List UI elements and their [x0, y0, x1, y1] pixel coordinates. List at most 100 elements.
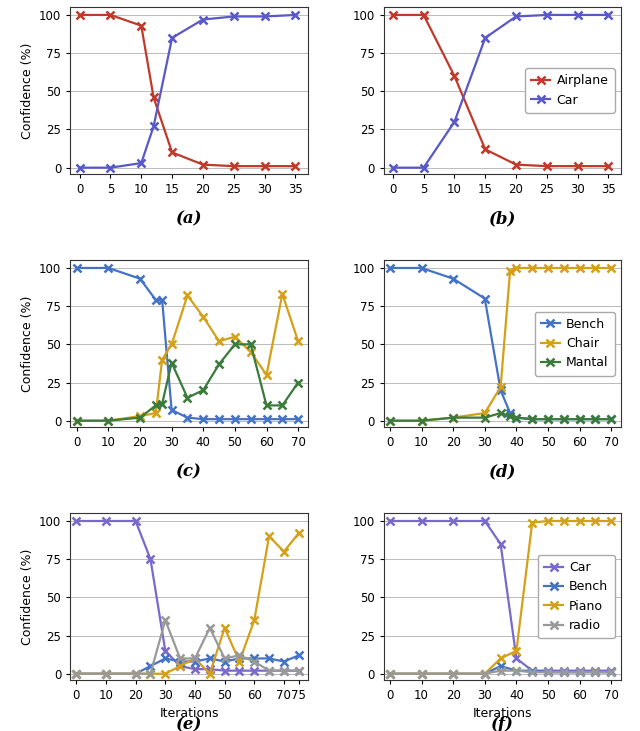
Car [497, 539, 504, 548]
radio [236, 651, 243, 660]
Bench [544, 668, 552, 677]
Line: Mantal: Mantal [72, 340, 302, 425]
Bench [247, 414, 255, 423]
Car [574, 10, 582, 19]
Piano [221, 624, 228, 632]
Line: Airplane: Airplane [76, 11, 300, 170]
Line: Piano: Piano [386, 517, 616, 678]
Bench [200, 414, 207, 423]
Mantal [529, 414, 536, 423]
Bench [386, 670, 394, 678]
radio [529, 668, 536, 677]
Line: Car: Car [76, 11, 300, 172]
Chair [231, 333, 239, 341]
Car [206, 664, 214, 673]
Car [576, 666, 584, 675]
Airplane [574, 162, 582, 170]
Legend: Bench, Chair, Mantal: Bench, Chair, Mantal [534, 311, 614, 376]
Mantal [152, 401, 159, 410]
Bench [161, 654, 169, 663]
Airplane [451, 72, 458, 80]
Car [280, 666, 288, 675]
Car [389, 163, 397, 172]
Legend: Car, Bench, Piano, radio: Car, Bench, Piano, radio [538, 555, 614, 638]
Mantal [184, 393, 191, 402]
Car [138, 159, 145, 167]
Car [191, 664, 199, 673]
Piano [513, 646, 520, 655]
Chair [278, 289, 286, 298]
Mantal [168, 358, 175, 367]
Mantal [158, 400, 166, 409]
Piano [576, 517, 584, 526]
Bench [102, 670, 110, 678]
Car [605, 10, 612, 19]
Bench [506, 409, 514, 417]
Chair [418, 417, 426, 425]
Car [449, 517, 457, 526]
Airplane [420, 10, 428, 19]
Bench [418, 670, 426, 678]
Chair [481, 409, 488, 417]
Mantal [449, 413, 457, 422]
radio [576, 668, 584, 677]
Chair [262, 371, 270, 379]
radio [147, 670, 154, 678]
X-axis label: Iterations: Iterations [159, 708, 219, 721]
Car [107, 163, 115, 172]
Car [513, 654, 520, 663]
Car [76, 163, 83, 172]
Mantal [560, 414, 568, 423]
Bench [168, 406, 175, 414]
Bench [176, 657, 184, 666]
Line: Car: Car [72, 517, 303, 675]
Line: Car: Car [386, 517, 616, 675]
Bench [295, 651, 303, 660]
Car [132, 517, 140, 526]
Bench [72, 670, 80, 678]
Chair [497, 383, 504, 392]
Chair [215, 337, 223, 346]
Bench [386, 264, 394, 273]
Airplane [389, 10, 397, 19]
Chair [529, 264, 536, 273]
Car [291, 10, 299, 19]
Line: Airplane: Airplane [388, 11, 612, 170]
Bench [449, 274, 457, 283]
Chair [560, 264, 568, 273]
Piano [544, 517, 552, 526]
radio [560, 668, 568, 677]
radio [221, 654, 228, 663]
Chair [104, 417, 112, 425]
Text: (d): (d) [488, 463, 516, 480]
Piano [449, 670, 457, 678]
Car [295, 666, 303, 675]
radio [161, 616, 169, 625]
Piano [161, 670, 169, 678]
radio [513, 666, 520, 675]
Bench [513, 666, 520, 675]
Car [199, 15, 207, 24]
radio [418, 670, 426, 678]
Chair [591, 264, 599, 273]
Bench [591, 668, 599, 677]
Piano [72, 670, 80, 678]
Bench [136, 274, 144, 283]
Mantal [294, 378, 302, 387]
Y-axis label: Confidence (%): Confidence (%) [20, 548, 33, 645]
Mantal [481, 413, 488, 422]
Piano [280, 548, 288, 556]
Piano [206, 670, 214, 678]
Airplane [481, 145, 489, 154]
Line: Chair: Chair [386, 264, 616, 425]
Piano [147, 670, 154, 678]
radio [386, 670, 394, 678]
Car [591, 666, 599, 675]
Chair [136, 412, 144, 420]
Line: Piano: Piano [72, 529, 303, 678]
Bench [418, 264, 426, 273]
Mantal [576, 414, 584, 423]
Bench [449, 670, 457, 678]
Bench [560, 668, 568, 677]
Mantal [418, 417, 426, 425]
